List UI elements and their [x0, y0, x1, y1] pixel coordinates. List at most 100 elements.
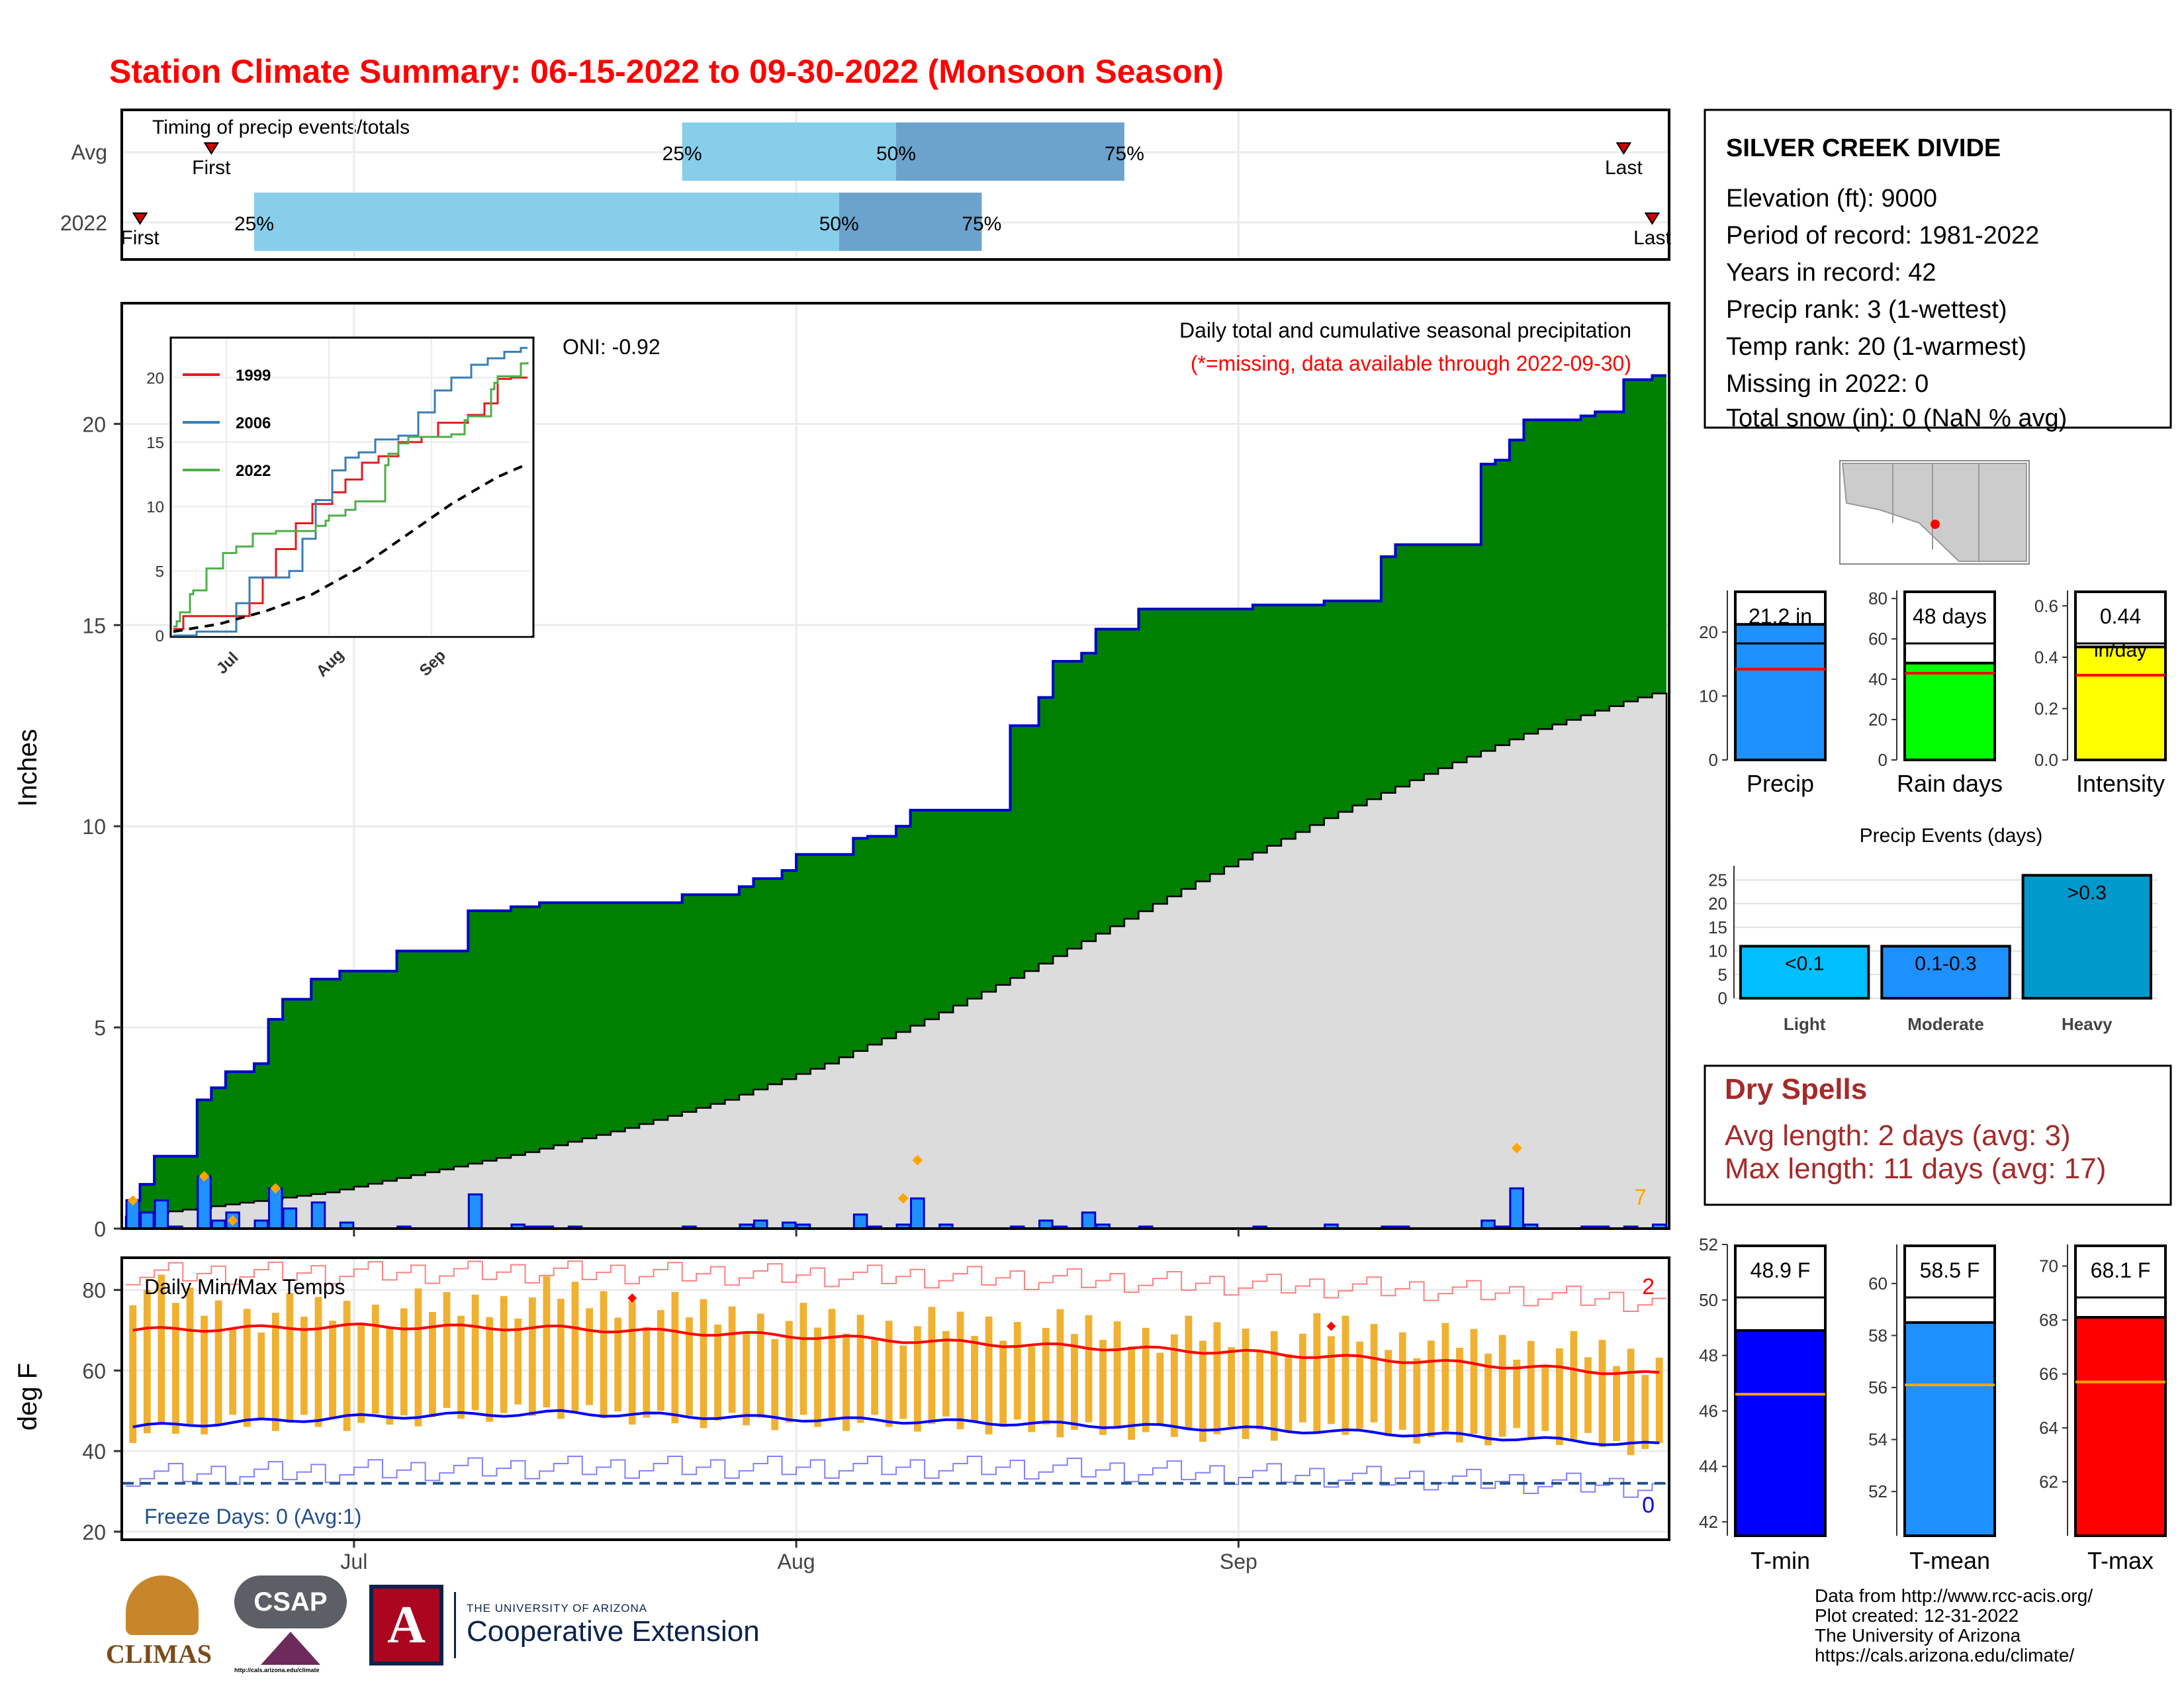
summary-name-label: Precip	[1747, 770, 1814, 797]
summary-name-label: T-min	[1751, 1547, 1810, 1574]
temp-frame	[122, 1258, 1669, 1540]
daily-temp-bar	[500, 1295, 508, 1413]
summary-bar	[2074, 645, 2167, 761]
summary-y-tick-label: 48	[1699, 1346, 1718, 1366]
inset-frame	[169, 336, 535, 638]
csap-logo: CSAP http://cals.arizona.edu/climate	[234, 1575, 353, 1675]
events-bar-label: <0.1	[1785, 953, 1824, 974]
cumulative-precip-area-2022	[126, 375, 1666, 1217]
daily-temp-bar	[1570, 1331, 1578, 1439]
daily-temp-bar	[1213, 1322, 1221, 1434]
daily-temp-bar	[942, 1331, 950, 1417]
dry-line: Max length: 11 days (avg: 17)	[1725, 1152, 2106, 1185]
summary-name-label: T-mean	[1909, 1547, 1990, 1574]
daily-temp-bar	[1641, 1375, 1649, 1450]
daily-temp-bar	[628, 1300, 636, 1425]
daily-temp-bar	[971, 1336, 978, 1422]
summary-y-tick-label: 0.0	[2034, 750, 2058, 770]
daily-temp-bar	[158, 1274, 165, 1424]
dry-line: Avg length: 2 days (avg: 3)	[1725, 1119, 2071, 1152]
precip-series	[124, 374, 1668, 1230]
summary-y-tick-label: 68	[2039, 1310, 2058, 1330]
precip-y-axis: 0 5 10 15 20	[82, 412, 122, 1241]
temp-y-tick-label: 80	[82, 1279, 106, 1303]
record-temp-marker	[627, 1293, 637, 1303]
daily-precip-bar	[310, 1201, 326, 1230]
inset-y-tick-label: 10	[146, 498, 164, 516]
temp-y-tick-label: 40	[82, 1440, 106, 1464]
inset-legend-label: 2022	[236, 462, 271, 480]
events-y-tick-label: 5	[1718, 964, 1727, 984]
daily-temp-bar	[1298, 1333, 1306, 1423]
daily-temp-bar	[1370, 1324, 1378, 1423]
inset-avg-line	[173, 463, 528, 633]
summary-y-tick-label: 70	[2039, 1256, 2058, 1276]
summary-value-label: 68.1 F	[2091, 1258, 2151, 1282]
cumulative-precip-line-2022	[126, 374, 1666, 1202]
daily-temp-bar	[842, 1333, 850, 1431]
daily-temp-bar	[243, 1309, 251, 1427]
inset-line-2022	[173, 362, 529, 628]
summary-name-label: T-max	[2087, 1547, 2154, 1574]
inset-y-tick-label: 20	[146, 369, 164, 387]
daily-temp-bar	[1356, 1341, 1363, 1429]
events-y-tick-label: 0	[1718, 988, 1727, 1008]
timing-p25-label: 25%	[234, 213, 274, 235]
sponsor-logos: CLIMAS CSAP http://cals.arizona.edu/clim…	[106, 1575, 760, 1675]
summary-y-tick-label: 50	[1699, 1290, 1718, 1310]
timing-last-label: Last	[1605, 157, 1643, 179]
daily-temp-bar	[271, 1313, 279, 1431]
daily-temp-bar	[357, 1325, 365, 1423]
events-y-tick-label: 20	[1708, 894, 1727, 914]
extreme-precip-marker	[199, 1170, 210, 1182]
events-x-label: Heavy	[2062, 1014, 2113, 1034]
daily-temp-bar	[899, 1345, 907, 1419]
extreme-precip-marker	[1511, 1143, 1522, 1154]
precip-y-tick-label: 15	[82, 614, 106, 637]
daily-temp-bar	[1613, 1366, 1620, 1441]
precip-annotation-title: Daily total and cumulative seasonal prec…	[1179, 318, 1631, 342]
dry-frame	[1704, 1064, 2172, 1206]
summary-y-tick-label: 0.6	[2034, 596, 2058, 616]
station-line: Period of record: 1981-2022	[1726, 222, 2039, 250]
ua-line-2: Cooperative Extension	[467, 1615, 760, 1648]
daily-temp-bar	[1099, 1340, 1107, 1435]
credit-line: The University of Arizona	[1815, 1625, 2021, 1646]
summary-bar	[1734, 623, 1827, 762]
timing-p75-label: 75%	[1105, 143, 1144, 165]
summary-y-tick-label: 46	[1699, 1401, 1718, 1421]
daily-temp-bar	[714, 1325, 721, 1421]
daily-temp-bar	[329, 1321, 336, 1419]
summary-y-tick-label: 20	[1699, 622, 1718, 642]
daily-temp-bar	[728, 1306, 736, 1413]
summary-y-tick-label: 0.4	[2034, 647, 2058, 667]
daily-temp-bar	[371, 1304, 379, 1414]
record-temp-marker	[1326, 1321, 1336, 1331]
ua-block-a-icon: A	[369, 1585, 443, 1665]
daily-temp-bar	[172, 1303, 179, 1434]
climas-wordmark: CLIMAS	[106, 1639, 212, 1669]
summary-y-tick-label: 44	[1699, 1456, 1718, 1476]
daily-temp-bar	[386, 1328, 394, 1425]
inset-y-tick-label: 0	[156, 628, 164, 645]
station-line: Precip rank: 3 (1-wettest)	[1726, 296, 2007, 324]
summary-y-tick-label: 10	[1699, 686, 1718, 706]
daily-temp-bar	[1085, 1315, 1093, 1423]
summary-y-tick-label: 60	[1868, 1274, 1888, 1293]
events-bar	[1739, 945, 1870, 1000]
timing-p75-label: 75%	[962, 213, 1001, 235]
daily-temp-bar	[856, 1315, 864, 1423]
x-tick-label: Aug	[778, 1550, 815, 1573]
csap-mountain-icon	[261, 1632, 320, 1665]
precip-events-chart: Precip Events (days) 0 5 10 15 20 25 <0.1 Light…	[1708, 825, 2158, 1034]
credit-line: Data from http://www.rcc-acis.org/	[1815, 1585, 2093, 1606]
inset-line-1999	[173, 376, 527, 630]
timing-first-marker	[132, 212, 148, 225]
station-line: Missing in 2022: 0	[1726, 370, 1929, 398]
summary-bar	[2074, 1316, 2167, 1537]
freeze-label: Freeze Days: 0 (Avg:1)	[144, 1505, 361, 1528]
events-title: Precip Events (days)	[1860, 825, 2043, 847]
daily-temp-bar	[1484, 1354, 1492, 1446]
